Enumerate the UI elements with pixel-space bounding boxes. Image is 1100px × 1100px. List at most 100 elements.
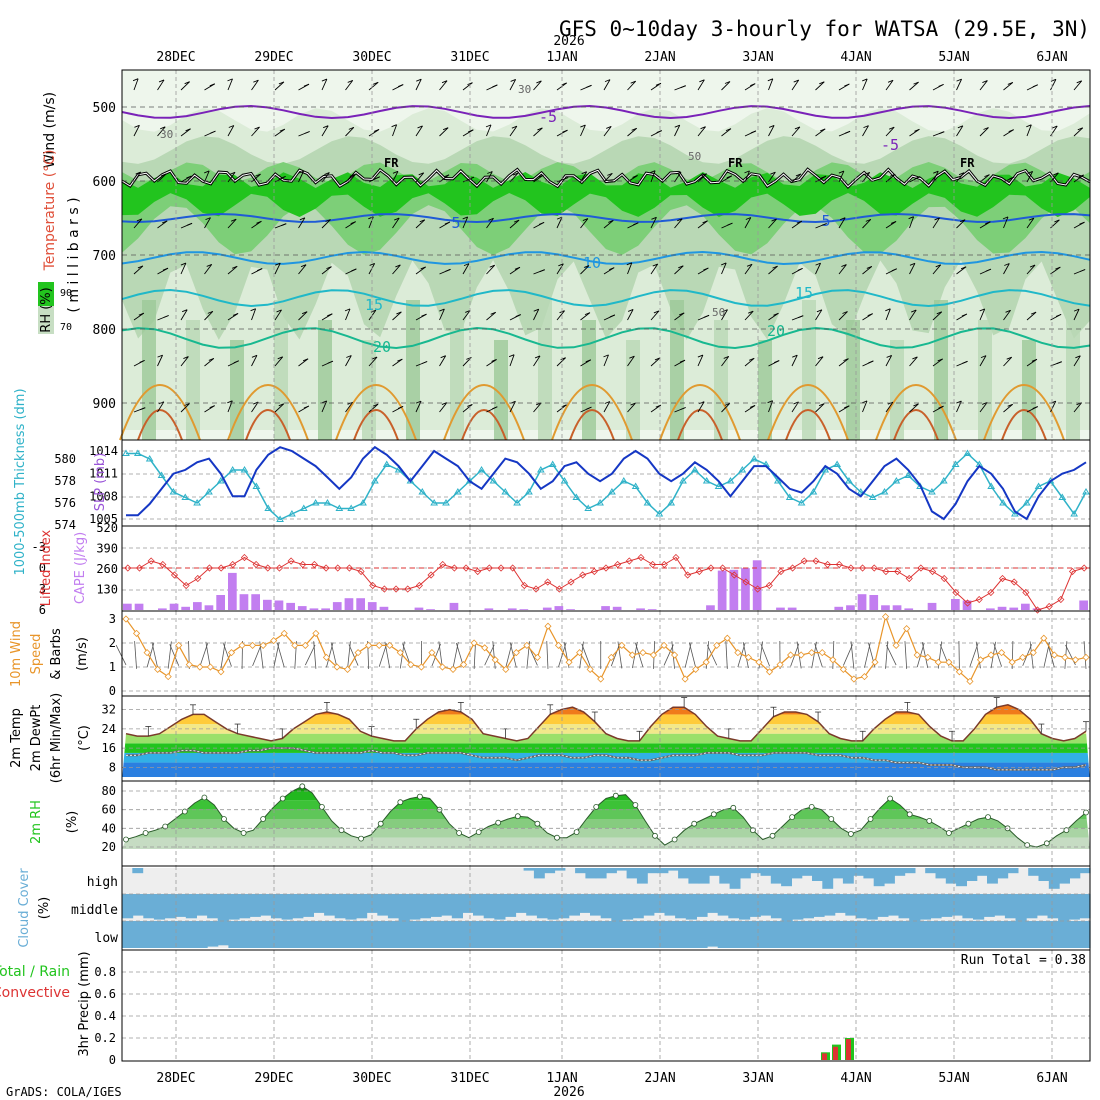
wind10m-point <box>818 649 826 657</box>
wind10m-point <box>354 649 362 657</box>
cloud-bar <box>760 868 772 876</box>
wind-barb-tick <box>299 217 306 221</box>
wind-barb-tick <box>321 78 328 82</box>
li-point <box>159 560 167 569</box>
wind-barb <box>298 311 308 321</box>
wind-barb-tick <box>938 405 944 409</box>
thickness-point <box>548 460 557 467</box>
wind-barb-tick <box>419 219 425 223</box>
wind10m-point <box>491 656 499 664</box>
wind-barb <box>885 80 894 91</box>
rh2m-point <box>652 832 658 839</box>
cloud-bar <box>719 868 731 884</box>
li-point <box>485 564 493 572</box>
li-point <box>509 564 517 572</box>
wind-barb-tick <box>583 265 590 268</box>
wind-barb <box>627 80 637 91</box>
wind-barb-tick <box>979 308 985 312</box>
wind-barb-tick <box>534 355 541 359</box>
wind-barb <box>674 312 685 321</box>
wind-barb <box>838 264 847 275</box>
cape-bar <box>367 602 377 610</box>
wind-barb-tick <box>515 314 521 317</box>
wind10m-point <box>396 649 404 657</box>
wind-barb <box>345 355 352 367</box>
wind-barb-tick <box>630 80 636 84</box>
wind-barb <box>791 355 798 367</box>
wind-barb-tick <box>677 218 683 222</box>
wind-barb <box>509 219 520 229</box>
li-point <box>847 564 855 572</box>
thickness-point <box>276 515 284 522</box>
cloud-bar <box>792 894 804 920</box>
rh-column <box>142 300 156 440</box>
rh-legend-dark <box>38 282 54 306</box>
cloud-bar <box>175 894 187 917</box>
wind10m-point <box>523 641 531 649</box>
wind-barb-tick <box>767 78 773 82</box>
wind10m-point <box>533 653 541 661</box>
cloud-bar <box>685 894 697 920</box>
wind10m-point <box>185 661 193 669</box>
cloud-bar <box>812 868 823 881</box>
li-point <box>649 560 657 569</box>
cape-bar <box>181 606 190 610</box>
wind-barb-tick <box>675 171 682 175</box>
wind10m-point <box>713 641 721 649</box>
precip-tick: 0 <box>109 1053 116 1067</box>
wind-barb-tick <box>304 131 310 134</box>
wind-barb-tick <box>984 174 990 178</box>
cloud-bar <box>688 868 700 884</box>
wind-barb-tick <box>562 129 568 133</box>
cape-bar <box>332 602 342 610</box>
wind10m-point <box>428 649 436 657</box>
cloud-bar <box>894 868 906 876</box>
wind-barb-tick <box>773 312 779 316</box>
wind-barb-tick <box>584 312 591 316</box>
cloud-bar <box>451 894 463 919</box>
wind-barb-tick <box>607 172 613 176</box>
cape-bar <box>519 609 529 610</box>
wind-barb-tick <box>279 128 285 132</box>
cloud-bar <box>685 921 697 948</box>
label-wind10m-3: & Barbs <box>49 628 64 680</box>
wind-barb <box>862 400 868 413</box>
temp2m-tick: 16 <box>102 741 116 755</box>
wind-barb-tick <box>679 359 686 363</box>
wind-barb <box>580 312 591 321</box>
slp-tick: 1011 <box>89 467 118 481</box>
li-point <box>415 581 423 590</box>
rh2m-line <box>125 785 1087 848</box>
wind10m-barb <box>885 641 889 669</box>
cloud-bar <box>419 921 431 948</box>
cloud-bar <box>196 921 208 948</box>
cloud-bar <box>647 868 659 874</box>
label-wind: Wind (m/s) <box>42 92 58 168</box>
li-point <box>567 578 575 586</box>
wind-barb <box>1073 80 1083 91</box>
wind-barb <box>251 126 260 137</box>
wind-barb-tick <box>281 223 287 227</box>
wind-barb <box>1026 311 1037 321</box>
wind10m-point <box>417 663 425 671</box>
wind-barb-tick <box>891 268 897 272</box>
cape-bar <box>286 602 295 610</box>
wind10m-barb <box>384 641 391 669</box>
wind-barb-tick <box>301 311 308 315</box>
wind10m-point <box>628 651 636 659</box>
cloud-bar <box>132 868 144 874</box>
cape-bar <box>834 606 844 610</box>
cloud-bar <box>313 921 325 948</box>
wind10m-point <box>1050 651 1058 659</box>
wind-barb-tick <box>1005 309 1011 313</box>
cloud-bar <box>249 921 261 948</box>
wind-barb <box>697 173 707 183</box>
wind-barb <box>392 264 401 275</box>
cloud-bar <box>925 868 937 874</box>
wind-barb <box>979 127 989 137</box>
wind-barb-tick <box>186 175 192 179</box>
cloud-bar <box>494 921 506 948</box>
rh2m-point <box>475 829 482 835</box>
wind-barb <box>697 220 708 229</box>
wind-barb-tick <box>750 83 756 87</box>
